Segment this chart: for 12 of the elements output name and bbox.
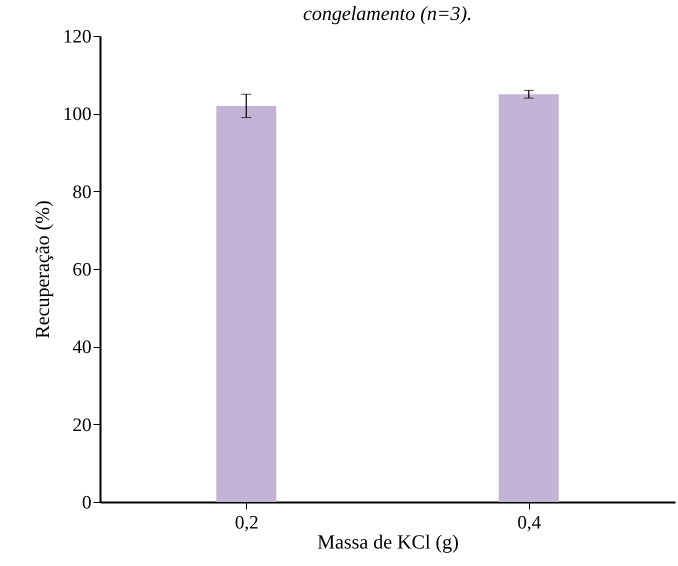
y-tick-label: 40: [72, 337, 92, 358]
y-tick-label: 100: [63, 104, 92, 126]
y-tick-label: 120: [63, 26, 92, 48]
x-tick-label: 0,4: [517, 512, 542, 534]
y-tick-label: 0: [82, 492, 92, 514]
chart-title: congelamento (n=3).: [302, 3, 472, 25]
x-axis-title: Massa de KCl (g): [317, 532, 459, 554]
x-tick-label: 0,2: [234, 512, 259, 534]
y-axis-title: Recuperação (%): [32, 200, 54, 339]
y-tick-label: 20: [72, 414, 92, 436]
y-tick-label: 80: [72, 182, 92, 203]
y-tick-label: 60: [72, 260, 92, 280]
